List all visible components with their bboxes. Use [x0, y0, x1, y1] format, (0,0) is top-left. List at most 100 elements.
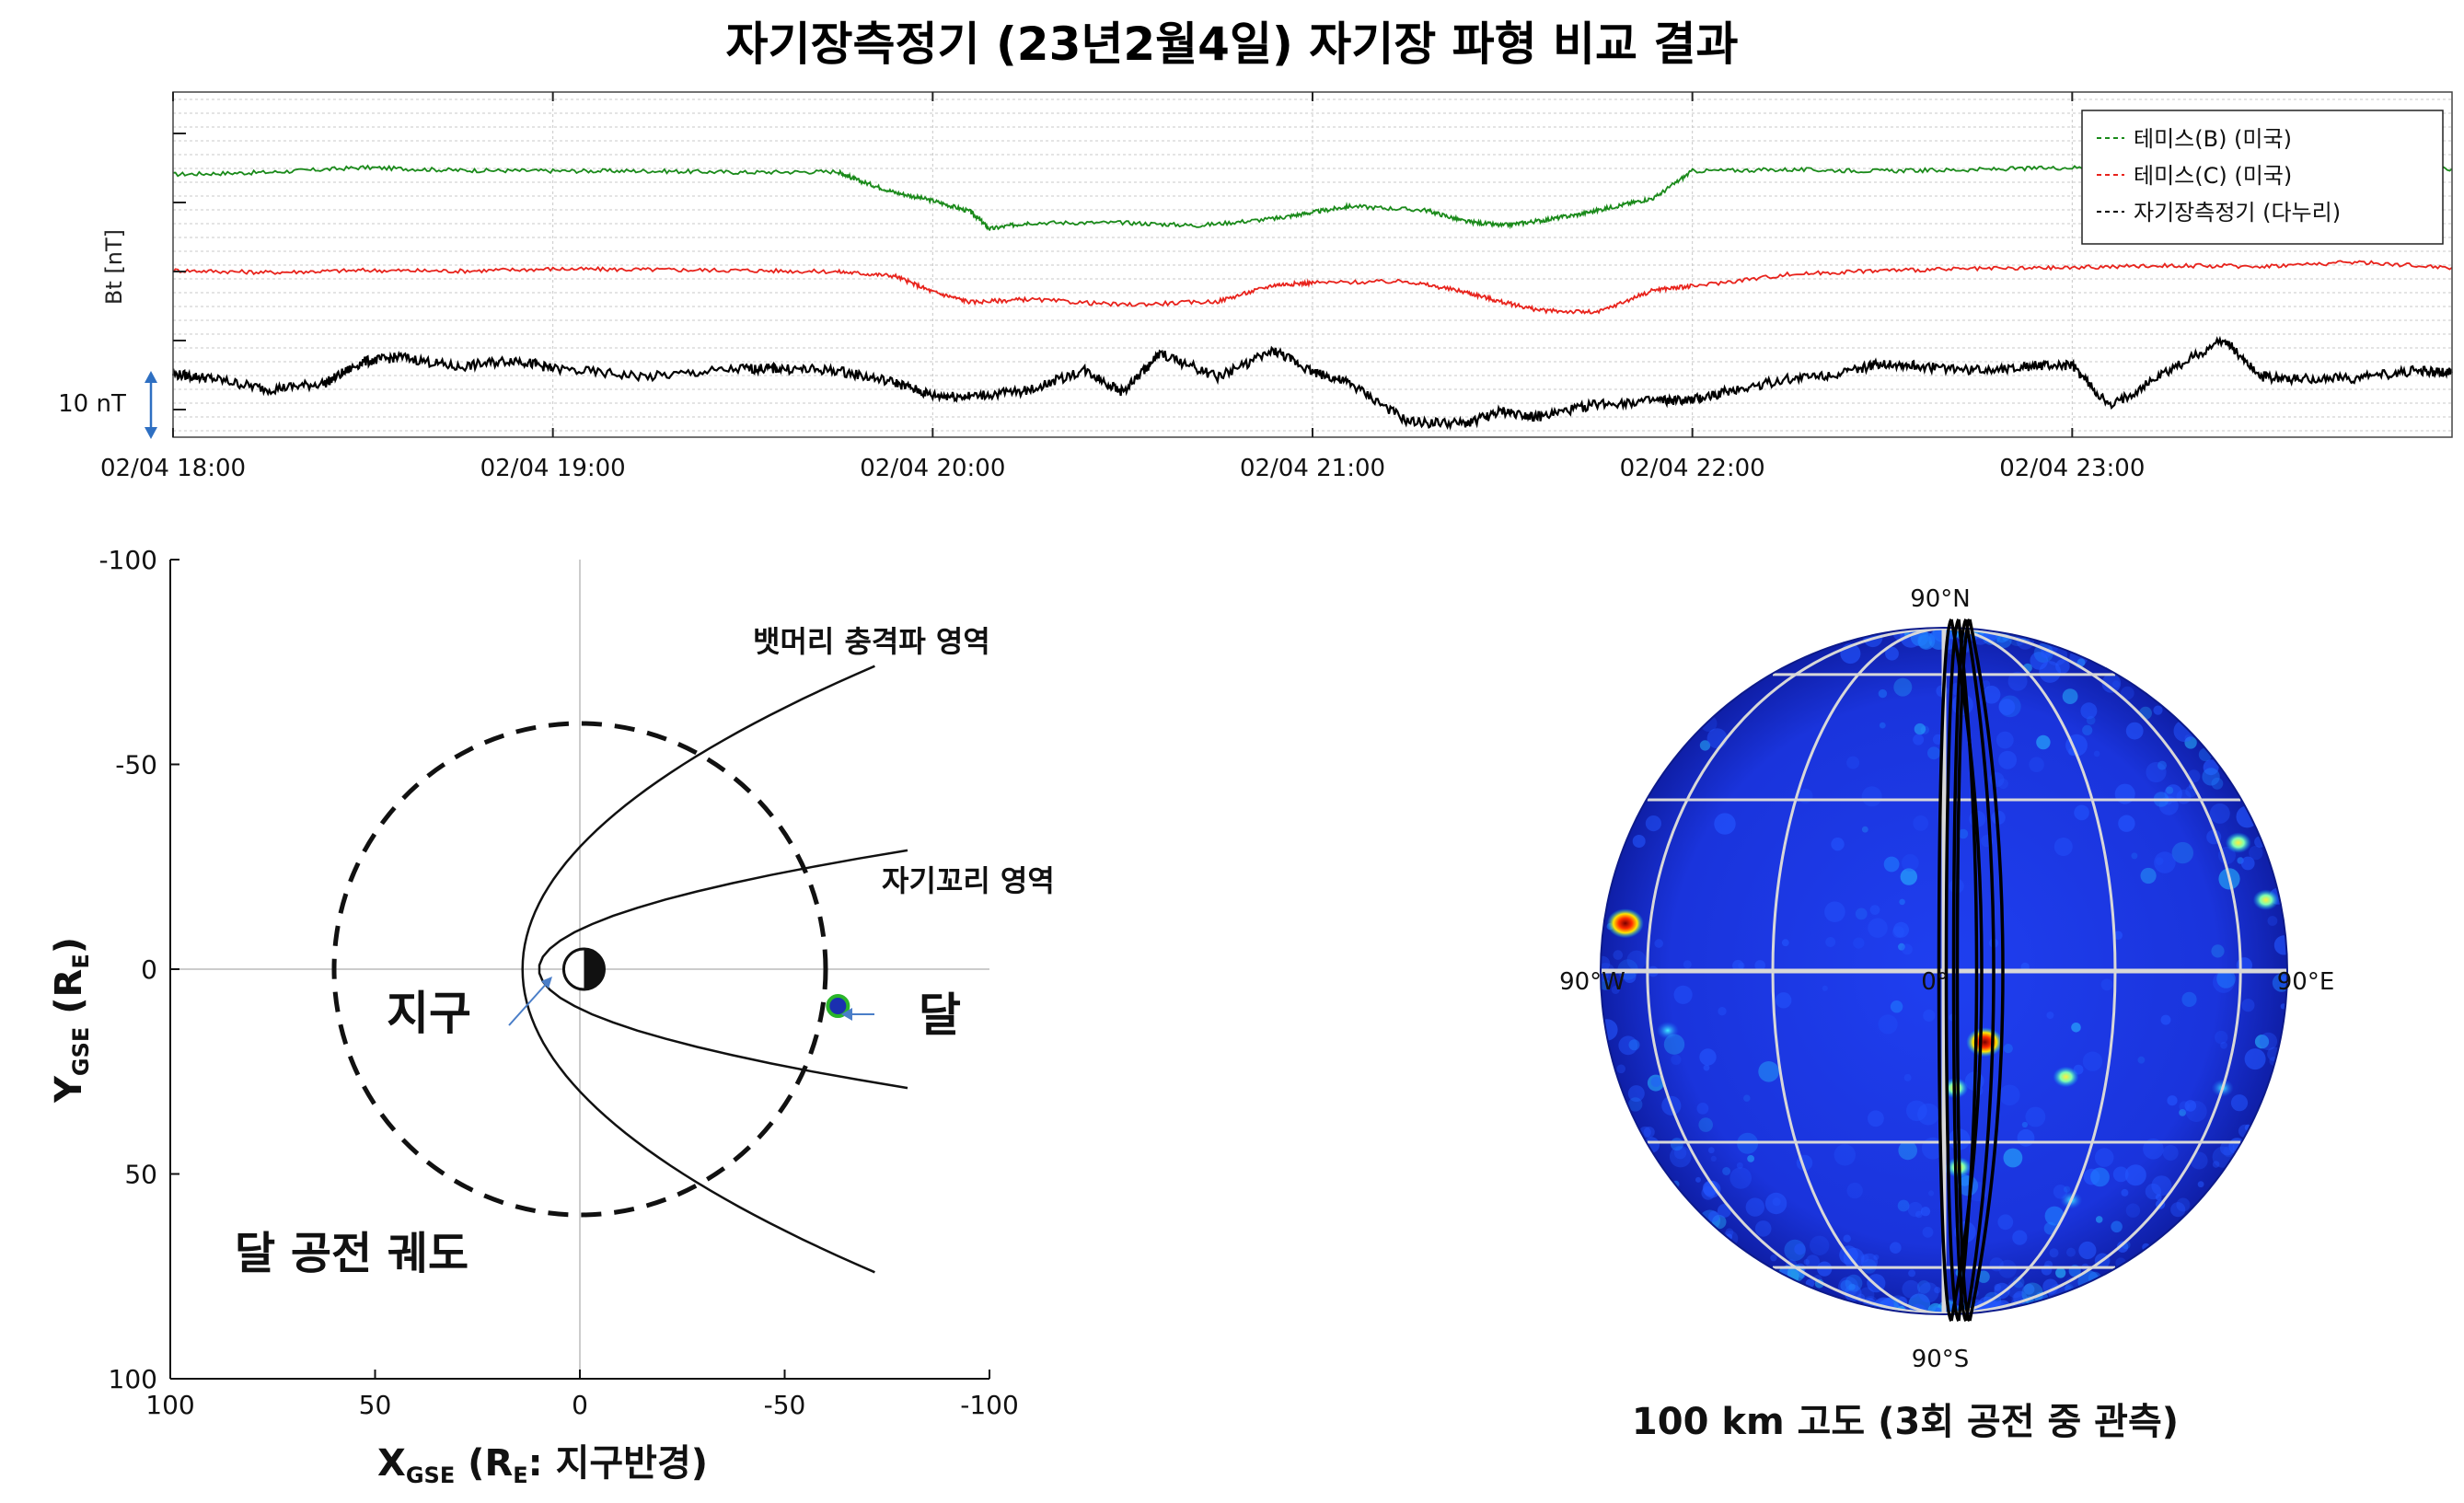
texture-blob: [2151, 1175, 2172, 1197]
x-tick-label: 02/04 20:00: [860, 455, 1005, 482]
texture-blob: [2049, 1248, 2059, 1258]
texture-blob: [2036, 734, 2051, 750]
orbit-track-back-4: [1955, 618, 1972, 1323]
texture-blob: [2170, 1202, 2186, 1218]
texture-blob: [2146, 761, 2167, 783]
series-line-3: [171, 335, 2453, 431]
texture-blob: [2053, 838, 2073, 856]
texture-blob: [2167, 1095, 2178, 1106]
texture-blob: [1902, 943, 1913, 955]
texture-blob: [2259, 1032, 2278, 1051]
texture-blob: [1998, 750, 2018, 769]
texture-blob: [2017, 1128, 2035, 1147]
texture-blob: [2076, 658, 2086, 667]
orbit-track-2: [1949, 619, 1984, 1322]
texture-blob: [1695, 1176, 1701, 1183]
texture-blob: [1906, 1100, 1927, 1122]
texture-blob: [1725, 1228, 1734, 1237]
texture-blob: [2003, 1044, 2013, 1054]
texture-blob: [2216, 969, 2236, 989]
texture-blob: [2118, 815, 2135, 832]
texture-blob: [1977, 1270, 1990, 1283]
texture-blob: [2025, 1106, 2046, 1127]
texture-blob: [1917, 1103, 1939, 1126]
texture-blob: [2273, 935, 2286, 955]
texture-blob: [2093, 750, 2100, 757]
texture-blob: [1729, 1167, 1752, 1189]
texture-blob: [2249, 845, 2263, 861]
texture-blob: [1602, 955, 1611, 972]
texture-blob: [2116, 1241, 2129, 1253]
legend-label-2: 테미스(C) (미국): [2134, 163, 2292, 189]
texture-blob: [2131, 852, 2138, 860]
earth-label: 지구: [387, 987, 471, 1040]
moon-pointer-head: [841, 1008, 852, 1021]
orbit-track-back-1: [1944, 618, 1961, 1323]
texture-blob: [2080, 702, 2098, 720]
texture-blob: [2055, 1267, 2066, 1278]
magnetotail-label: 자기꼬리 영역: [882, 863, 1055, 898]
texture-blob: [2176, 1197, 2191, 1212]
texture-blob: [1671, 1054, 1682, 1065]
texture-blob: [2185, 1101, 2207, 1122]
texture-blob: [1670, 1145, 1692, 1168]
bow-shock-label: 뱃머리 충격파 영역: [753, 624, 990, 659]
texture-blob: [1861, 786, 1882, 807]
texture-blob: [1934, 1287, 1941, 1294]
texture-blob: [1703, 1064, 1710, 1071]
x-tick-label: 02/04 22:00: [1620, 455, 1765, 482]
texture-blob: [1898, 942, 1905, 951]
texture-blob: [1878, 1014, 1898, 1035]
texture-blob: [1920, 1207, 1931, 1217]
texture-blob: [1702, 1180, 1718, 1197]
earth-pointer-head: [541, 977, 552, 989]
texture-blob: [1628, 1039, 1640, 1051]
texture-blob: [1914, 723, 1926, 735]
texture-blob: [1908, 1269, 1916, 1278]
texture-blob: [1902, 1279, 1920, 1299]
texture-blob: [1907, 1201, 1923, 1218]
texture-blob: [1918, 1282, 1939, 1303]
texture-blob: [1995, 731, 2014, 749]
x-tick-label: 0: [572, 1390, 588, 1420]
texture-blob: [1958, 828, 1969, 839]
y-axis-label: YGSE (RE): [48, 937, 94, 1104]
texture-blob: [1754, 1220, 1772, 1237]
scale-bar-label: 10 nT: [58, 390, 126, 418]
texture-blob: [1997, 778, 2008, 790]
hotspot-2: [1606, 908, 1644, 939]
texture-blob: [1873, 1254, 1880, 1260]
earth-night-side: [584, 949, 605, 989]
texture-blob: [2160, 1014, 2171, 1025]
texture-blob: [1803, 1259, 1810, 1266]
texture-blob: [1628, 1097, 1643, 1112]
texture-blob: [1885, 646, 1899, 661]
texture-blob: [1776, 992, 1792, 1009]
texture-blob: [2139, 706, 2152, 720]
y-tick-label: 50: [124, 1160, 157, 1190]
texture-blob: [1647, 1074, 1664, 1092]
label-east: 90°E: [2277, 968, 2335, 996]
texture-blob: [1758, 1061, 1779, 1082]
y-tick-label: 0: [141, 954, 157, 985]
texture-blob: [2044, 1206, 2065, 1226]
texture-blob: [2203, 759, 2219, 776]
texture-blob: [2223, 1146, 2235, 1158]
texture-blob: [1892, 926, 1904, 939]
meridian: [1943, 629, 2117, 1313]
texture-blob: [2023, 1283, 2035, 1295]
texture-blob: [1878, 688, 1888, 699]
earth-pointer: [508, 980, 549, 1026]
texture-blob: [1989, 1257, 2004, 1272]
texture-blob: [2157, 760, 2167, 770]
texture-blob: [1736, 1162, 1743, 1169]
texture-blob: [1831, 838, 1845, 851]
texture-blob: [2125, 1203, 2141, 1218]
magnetopause-curve: [538, 849, 908, 1090]
texture-blob: [2162, 1145, 2179, 1161]
texture-blob: [1822, 985, 1828, 991]
hotspot-6: [2252, 889, 2279, 910]
texture-blob: [1825, 937, 1836, 947]
texture-blob: [1670, 1138, 1683, 1151]
legend-box: [2081, 110, 2444, 245]
